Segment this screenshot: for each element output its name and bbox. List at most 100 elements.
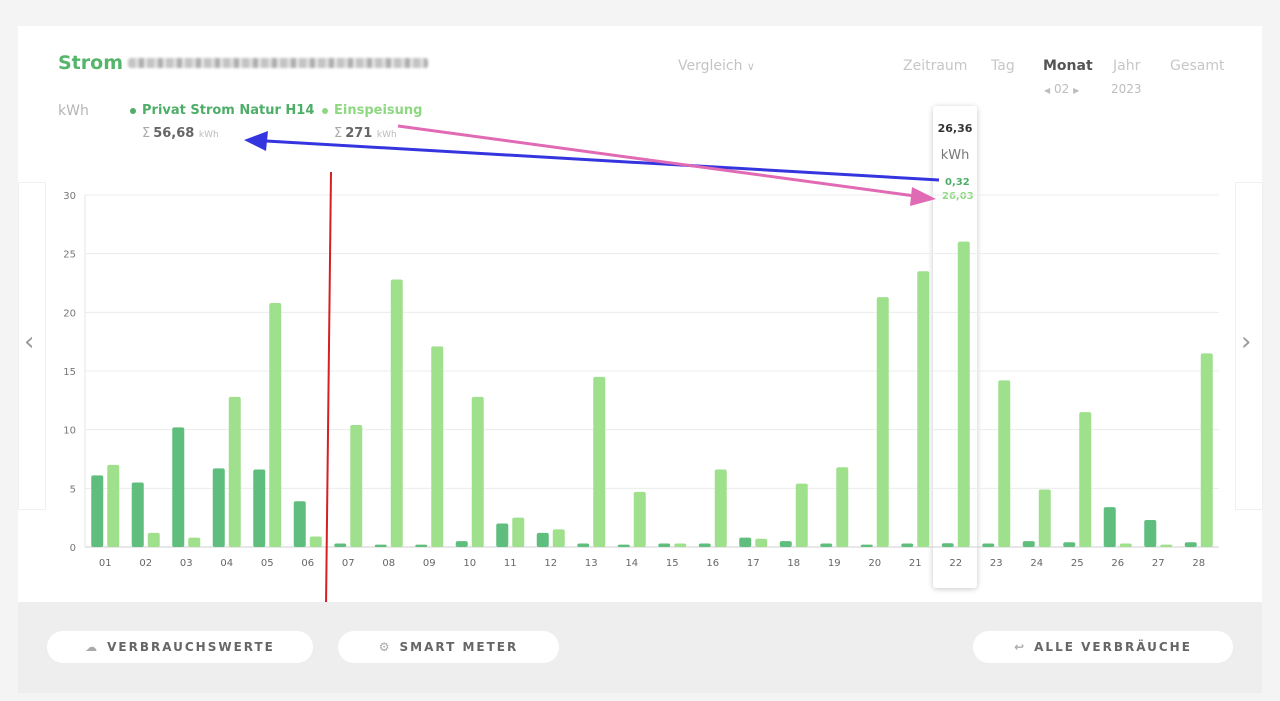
bar-einspeisung-08[interactable]	[390, 279, 403, 547]
bar-einspeisung-11[interactable]	[512, 517, 525, 547]
x-tick-label: 15	[666, 558, 679, 569]
bar-einspeisung-14[interactable]	[633, 491, 646, 547]
bar-verbrauch-26[interactable]	[1103, 507, 1116, 547]
bar-verbrauch-05[interactable]	[253, 469, 266, 547]
bar-verbrauch-18[interactable]	[779, 541, 792, 547]
next-period-panel[interactable]	[1235, 182, 1263, 510]
bar-verbrauch-28[interactable]	[1184, 542, 1197, 547]
compare-dropdown[interactable]: Vergleich ∨	[678, 58, 755, 74]
bar-verbrauch-21[interactable]	[901, 543, 914, 547]
smart-meter-button[interactable]: ⚙ SMART METER	[338, 631, 559, 663]
month-value: 02	[1053, 82, 1070, 96]
bar-verbrauch-08[interactable]	[374, 544, 387, 547]
prev-period-panel[interactable]	[18, 182, 46, 510]
bar-verbrauch-27[interactable]	[1144, 520, 1157, 547]
bar-einspeisung-12[interactable]	[552, 529, 565, 547]
bar-einspeisung-22[interactable]	[957, 241, 970, 547]
bar-einspeisung-03[interactable]	[188, 537, 201, 547]
x-tick-label: 01	[99, 558, 112, 569]
unit-label: kWh	[58, 103, 89, 119]
bar-verbrauch-06[interactable]	[293, 501, 306, 547]
bar-verbrauch-22[interactable]	[941, 543, 954, 547]
bar-einspeisung-18[interactable]	[795, 483, 808, 547]
bar-verbrauch-10[interactable]	[455, 541, 468, 547]
legend-label: Privat Strom Natur H14	[142, 103, 315, 118]
bar-verbrauch-07[interactable]	[334, 543, 347, 547]
x-tick-label: 20	[868, 558, 881, 569]
bar-einspeisung-06[interactable]	[309, 536, 322, 547]
bar-einspeisung-04[interactable]	[228, 396, 241, 547]
x-tick-label: 25	[1071, 558, 1084, 569]
month-selector[interactable]: ◀ 02 ▶	[1044, 82, 1079, 96]
bar-verbrauch-15[interactable]	[658, 543, 671, 547]
x-tick-label: 23	[990, 558, 1003, 569]
bar-verbrauch-25[interactable]	[1063, 542, 1076, 547]
bar-einspeisung-20[interactable]	[876, 297, 889, 547]
bar-einspeisung-24[interactable]	[1038, 489, 1051, 547]
sum-symbol: Σ	[142, 126, 151, 141]
tab-monat[interactable]: Monat	[1043, 58, 1093, 74]
bar-verbrauch-11[interactable]	[496, 523, 509, 547]
bar-einspeisung-27[interactable]	[1160, 544, 1173, 547]
bar-verbrauch-04[interactable]	[212, 468, 225, 547]
bar-verbrauch-14[interactable]	[617, 544, 630, 547]
red-divider-line	[325, 171, 332, 608]
x-tick-label: 05	[261, 558, 274, 569]
bar-einspeisung-28[interactable]	[1200, 353, 1213, 547]
tab-zeitraum[interactable]: Zeitraum	[903, 58, 968, 74]
verbrauchswerte-button[interactable]: ☁ VERBRAUCHSWERTE	[47, 631, 313, 663]
bar-einspeisung-26[interactable]	[1119, 543, 1132, 547]
legend-series-2[interactable]: Einspeisung	[322, 103, 422, 118]
bar-einspeisung-05[interactable]	[269, 302, 282, 547]
bar-verbrauch-23[interactable]	[982, 543, 995, 547]
bar-einspeisung-07[interactable]	[350, 424, 363, 547]
tab-jahr[interactable]: Jahr	[1113, 58, 1141, 74]
bar-verbrauch-16[interactable]	[698, 543, 711, 547]
bar-verbrauch-19[interactable]	[820, 543, 833, 547]
tab-tag[interactable]: Tag	[991, 58, 1015, 74]
x-tick-label: 21	[909, 558, 922, 569]
tooltip-value-series-1: 0,32	[945, 177, 970, 188]
bar-verbrauch-09[interactable]	[415, 544, 428, 547]
bar-einspeisung-21[interactable]	[917, 271, 930, 547]
bar-verbrauch-03[interactable]	[172, 427, 185, 547]
button-label: VERBRAUCHSWERTE	[107, 640, 275, 654]
bar-verbrauch-02[interactable]	[131, 482, 144, 547]
bar-verbrauch-20[interactable]	[860, 544, 873, 547]
chevron-left-icon[interactable]: ‹	[24, 327, 35, 357]
bar-einspeisung-09[interactable]	[431, 346, 444, 547]
prev-month-icon[interactable]: ◀	[1044, 86, 1051, 95]
tab-gesamt[interactable]: Gesamt	[1170, 58, 1225, 74]
bar-einspeisung-25[interactable]	[1079, 412, 1092, 547]
bar-einspeisung-02[interactable]	[147, 532, 160, 547]
bar-einspeisung-23[interactable]	[998, 380, 1011, 547]
x-tick-label: 16	[706, 558, 719, 569]
x-tick-label: 04	[220, 558, 233, 569]
chevron-right-icon[interactable]: ›	[1241, 327, 1252, 357]
bar-einspeisung-15[interactable]	[674, 543, 687, 547]
next-month-icon[interactable]: ▶	[1073, 86, 1080, 95]
legend-series-1[interactable]: Privat Strom Natur H14	[130, 103, 314, 118]
y-tick-label: 10	[63, 426, 76, 437]
bar-verbrauch-01[interactable]	[91, 475, 104, 547]
bar-einspeisung-01[interactable]	[107, 464, 120, 547]
alle-verbraeuche-button[interactable]: ↩ ALLE VERBRÄUCHE	[973, 631, 1233, 663]
bar-verbrauch-24[interactable]	[1022, 541, 1035, 547]
bar-verbrauch-17[interactable]	[739, 537, 752, 547]
x-tick-label: 17	[747, 558, 760, 569]
legend-label: Einspeisung	[334, 103, 423, 118]
bar-einspeisung-13[interactable]	[593, 376, 606, 547]
x-tick-label: 27	[1152, 558, 1165, 569]
bar-einspeisung-16[interactable]	[714, 469, 727, 547]
bar-einspeisung-10[interactable]	[471, 396, 484, 547]
bar-verbrauch-13[interactable]	[577, 543, 590, 547]
bar-einspeisung-17[interactable]	[755, 538, 768, 547]
x-tick-label: 13	[585, 558, 598, 569]
legend-dot-icon	[130, 107, 136, 114]
bar-einspeisung-19[interactable]	[836, 467, 849, 547]
blue-annotation-arrow	[265, 139, 940, 182]
bar-verbrauch-12[interactable]	[536, 532, 549, 547]
address-blurred	[128, 58, 428, 68]
y-tick-label: 30	[63, 191, 76, 202]
